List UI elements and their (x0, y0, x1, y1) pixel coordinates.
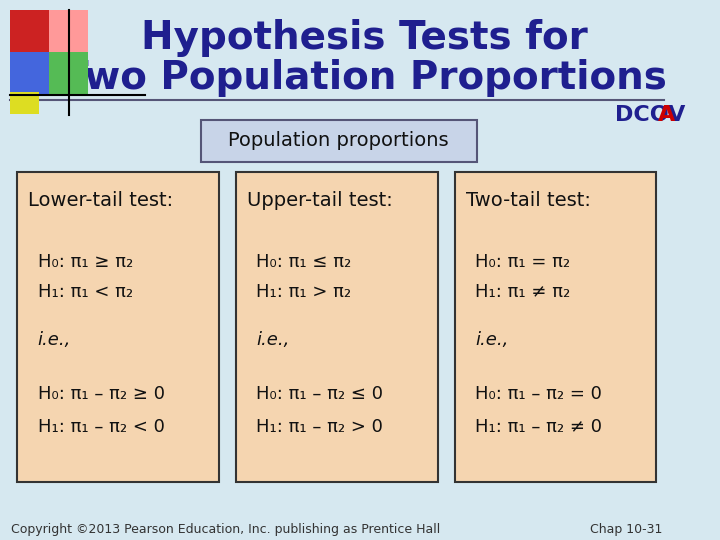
Bar (49, 10, 88, 52)
Text: Upper-tail test:: Upper-tail test: (247, 191, 392, 210)
Text: Hypothesis Tests for: Hypothesis Tests for (141, 19, 588, 57)
FancyBboxPatch shape (235, 172, 438, 482)
Text: H₀: π₁ ≤ π₂: H₀: π₁ ≤ π₂ (256, 253, 351, 271)
Text: Two-tail test:: Two-tail test: (466, 191, 590, 210)
Bar (49, 52, 88, 94)
Text: i.e.,: i.e., (256, 331, 289, 349)
Text: i.e.,: i.e., (37, 331, 71, 349)
Text: DCOV: DCOV (616, 105, 685, 125)
Bar (9, 10, 49, 52)
Bar (9, 52, 49, 94)
Text: Lower-tail test:: Lower-tail test: (28, 191, 174, 210)
Text: Two Population Proportions: Two Population Proportions (63, 59, 667, 97)
Text: Copyright ©2013 Pearson Education, Inc. publishing as Prentice Hall: Copyright ©2013 Pearson Education, Inc. … (12, 523, 441, 537)
Text: H₀: π₁ – π₂ = 0: H₀: π₁ – π₂ = 0 (475, 385, 602, 403)
Text: Chap 10-31: Chap 10-31 (590, 523, 662, 537)
Text: A: A (657, 105, 675, 125)
FancyBboxPatch shape (17, 172, 219, 482)
Text: H₁: π₁ ≠ π₂: H₁: π₁ ≠ π₂ (475, 283, 570, 301)
FancyBboxPatch shape (454, 172, 657, 482)
Text: Population proportions: Population proportions (228, 132, 449, 151)
Text: H₀: π₁ – π₂ ≤ 0: H₀: π₁ – π₂ ≤ 0 (256, 385, 383, 403)
Bar (9, 92, 40, 114)
Text: H₀: π₁ – π₂ ≥ 0: H₀: π₁ – π₂ ≥ 0 (37, 385, 165, 403)
Text: H₁: π₁ – π₂ > 0: H₁: π₁ – π₂ > 0 (256, 418, 383, 436)
Text: H₁: π₁ > π₂: H₁: π₁ > π₂ (256, 283, 351, 301)
Text: H₁: π₁ – π₂ < 0: H₁: π₁ – π₂ < 0 (37, 418, 164, 436)
Text: H₁: π₁ < π₂: H₁: π₁ < π₂ (37, 283, 132, 301)
Text: H₁: π₁ – π₂ ≠ 0: H₁: π₁ – π₂ ≠ 0 (475, 418, 602, 436)
Text: i.e.,: i.e., (475, 331, 508, 349)
FancyBboxPatch shape (201, 120, 477, 162)
Text: H₀: π₁ ≥ π₂: H₀: π₁ ≥ π₂ (37, 253, 132, 271)
Text: H₀: π₁ = π₂: H₀: π₁ = π₂ (475, 253, 570, 271)
